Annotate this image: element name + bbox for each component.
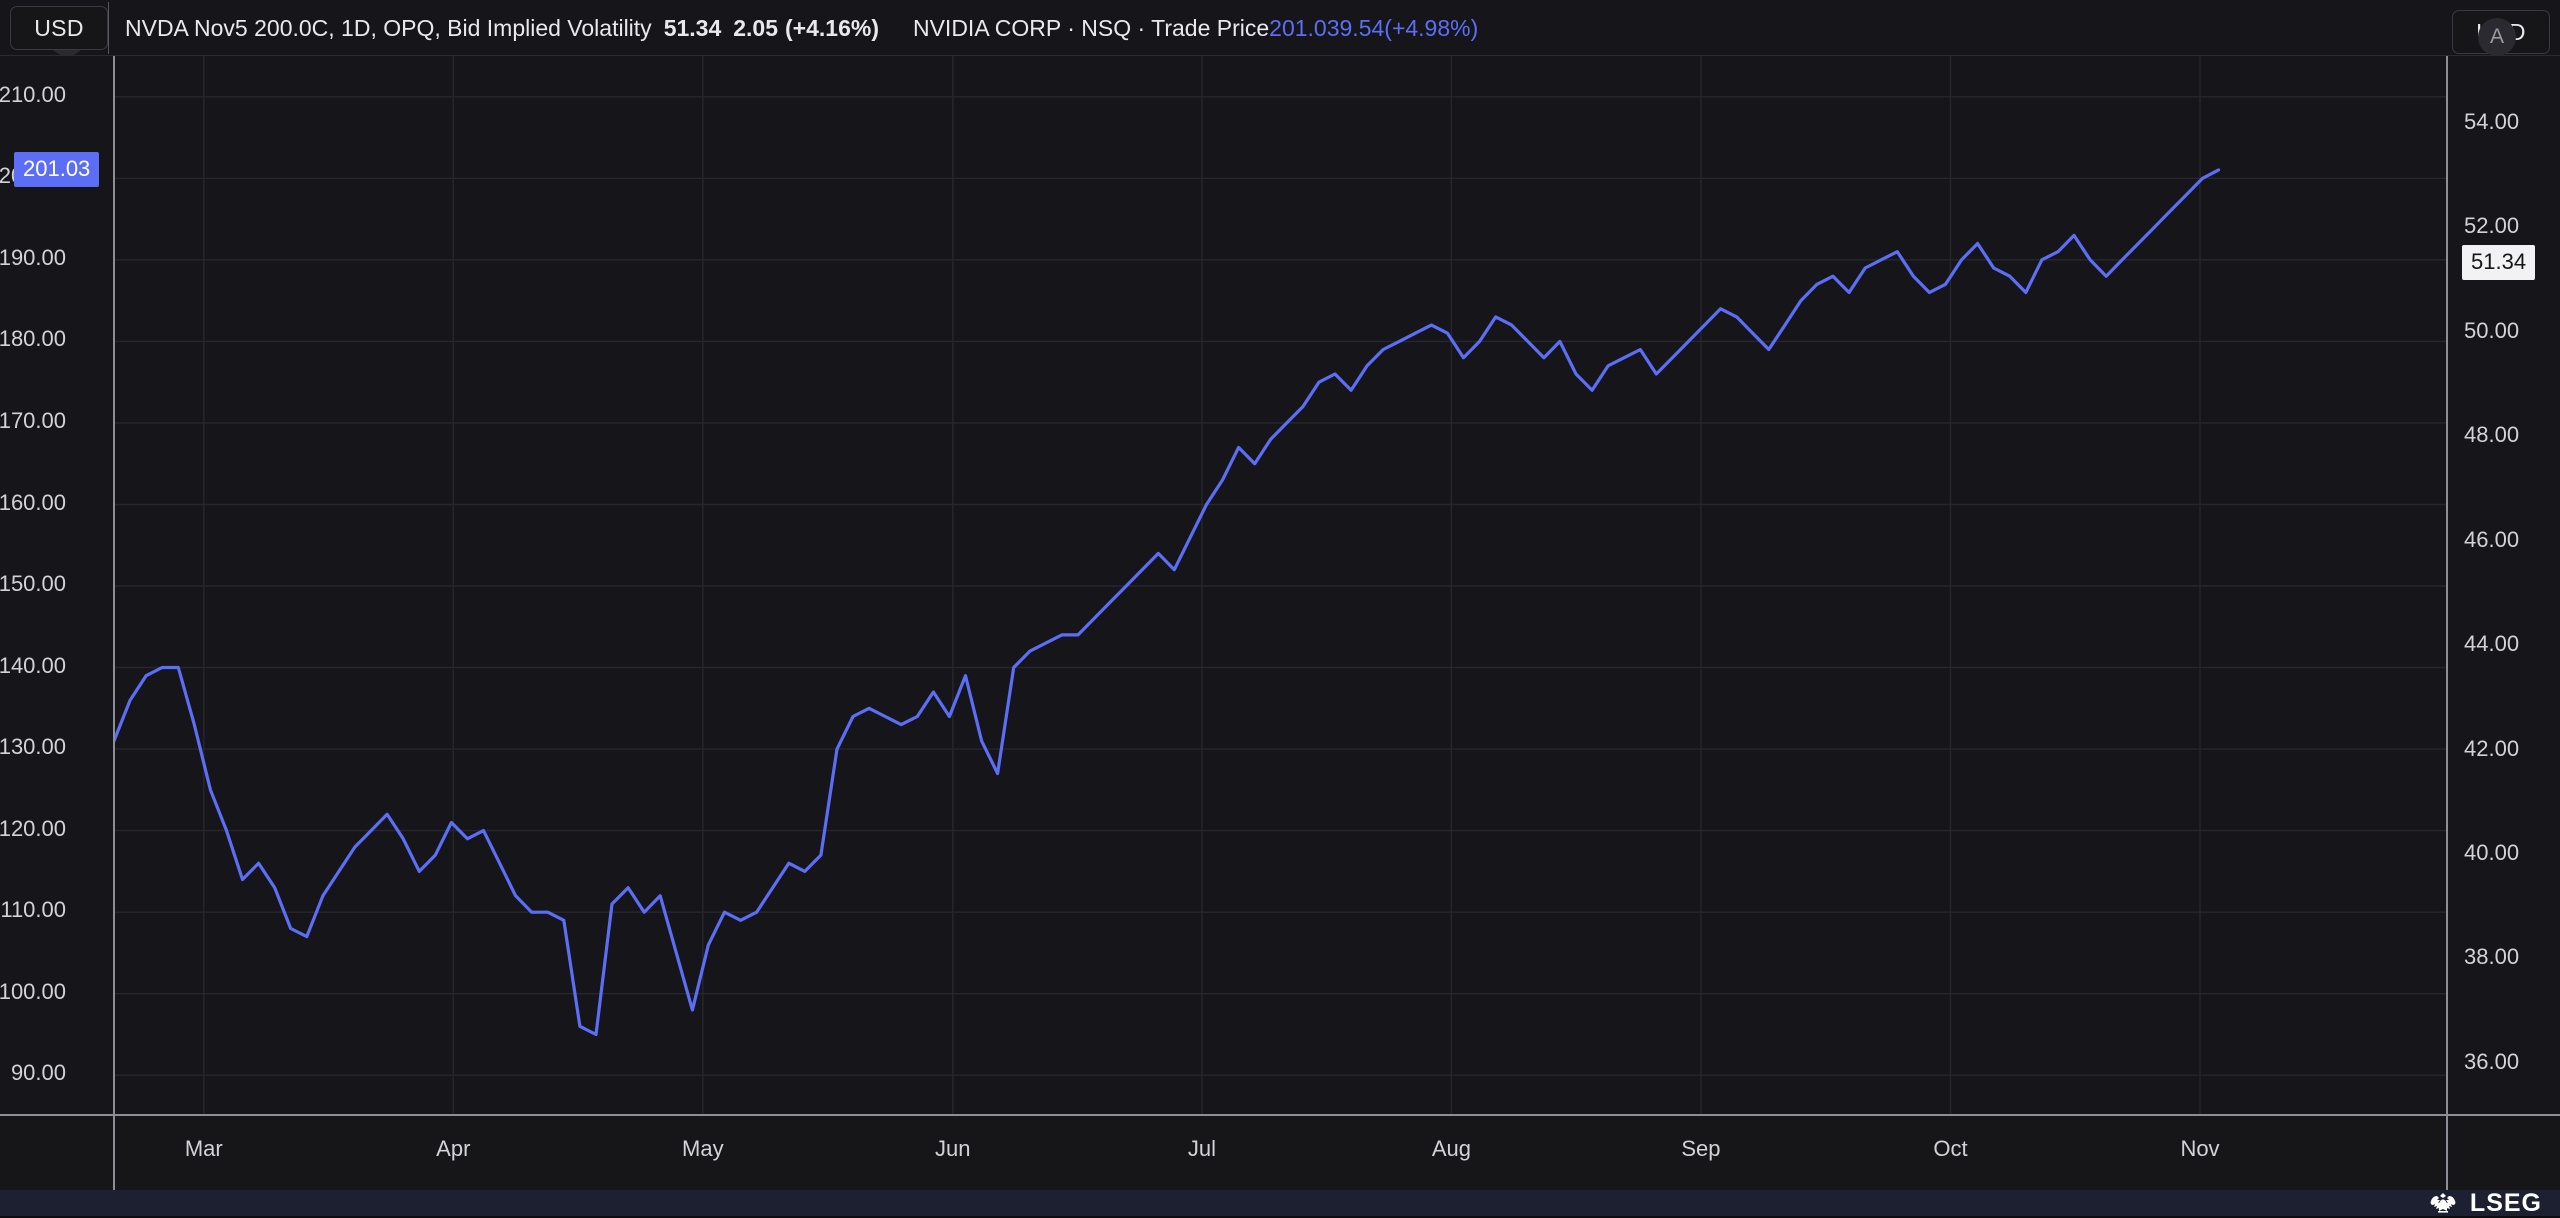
header-divider [108, 2, 109, 54]
underlying-header[interactable]: NVIDIA CORP · NSQ · Trade Price 201.03 9… [913, 15, 1478, 42]
plot-right-border [2446, 56, 2448, 1116]
left-axis-tick: 120.00 [0, 815, 66, 841]
left-currency-badge[interactable]: USD [10, 6, 108, 50]
time-axis-label: Oct [1933, 1136, 1968, 1161]
lseg-logo: LSEG [2426, 1189, 2542, 1218]
underlying-change: 9.54 [1339, 14, 1385, 41]
chart-header: USD NVDA Nov5 200.0C, 1D, OPQ, Bid Impli… [0, 2, 2560, 54]
time-axis-label: Apr [436, 1136, 471, 1161]
instrument-change: 2.05 [733, 14, 779, 41]
left-axis-tick: 210.00 [0, 81, 66, 107]
left-axis-tick: 190.00 [0, 244, 66, 270]
instrument-header[interactable]: NVDA Nov5 200.0C, 1D, OPQ, Bid Implied V… [125, 15, 879, 42]
instrument-change-percent: (+4.16%) [785, 14, 879, 41]
underlying-change-percent: (+4.98%) [1384, 14, 1479, 41]
plot-left-border [113, 56, 115, 1116]
right-axis-tick: 52.00 [2464, 213, 2520, 239]
time-axis-left-border [113, 1116, 115, 1190]
left-axis-tick: 180.00 [0, 326, 66, 352]
underlying-last-price: 201.03 [1269, 14, 1340, 41]
right-axis-tick: 40.00 [2464, 839, 2520, 865]
time-axis-label: Mar [184, 1136, 223, 1161]
plot-bottom-border [0, 1114, 2560, 1116]
right-current-value-badge: 51.34 [2462, 244, 2536, 280]
right-axis-tick: 44.00 [2464, 631, 2520, 656]
lseg-wordmark: LSEG [2469, 1188, 2542, 1217]
time-axis-label: May [682, 1136, 724, 1161]
time-axis-label: Aug [1431, 1136, 1471, 1161]
right-axis-tick: 50.00 [2464, 317, 2520, 343]
right-axis-tick: 46.00 [2464, 526, 2520, 552]
left-axis-tick: 130.00 [0, 734, 66, 760]
plot-top-border [0, 55, 2560, 56]
right-axis-tick: 38.00 [2464, 944, 2520, 970]
left-currency-label: USD [34, 14, 84, 41]
chart-frame [0, 0, 2560, 1190]
underlying-description: NVIDIA CORP · NSQ · Trade Price [912, 14, 1270, 41]
time-axis-label: Jul [1187, 1136, 1216, 1161]
time-axis-label: Jun [935, 1136, 971, 1161]
plot-area[interactable] [114, 56, 2446, 1116]
left-axis-tick: 150.00 [0, 571, 66, 596]
time-axis-label: Nov [2180, 1136, 2220, 1161]
right-axis-tick: 54.00 [2464, 108, 2520, 134]
left-axis-tick: 100.00 [0, 978, 66, 1004]
left-axis-tick: 160.00 [0, 489, 66, 515]
lseg-crest-icon [2430, 1193, 2456, 1213]
right-volatility-axis[interactable]: 54.00 52.00 50.00 48.00 46.00 44.00 42.00 40.00… [2448, 56, 2560, 1116]
left-current-price-badge: 201.03 [14, 151, 100, 187]
time-axis-label: Sep [1681, 1136, 1721, 1161]
footer-bar: LSEG [0, 1189, 2560, 1218]
instrument-last-price: 51.34 [663, 14, 722, 41]
time-axis[interactable]: Mar Apr May Jun Jul Aug Sep Oct Nov [0, 1116, 2560, 1190]
time-axis-right-border [2446, 1116, 2448, 1190]
series-lines [114, 168, 2221, 1037]
left-axis-tick: 170.00 [0, 407, 66, 433]
right-axis-tick: 48.00 [2464, 422, 2520, 448]
left-axis-tick: 110.00 [0, 897, 66, 923]
left-axis-tick: 140.00 [0, 652, 66, 678]
auto-scale-button[interactable]: A [2478, 18, 2516, 56]
left-price-axis[interactable]: 210.00200.00190.00180.00170.00160.00150.… [0, 56, 112, 1116]
right-axis-tick: 42.00 [2464, 735, 2520, 761]
left-axis-tick: 90.00 [10, 1060, 66, 1086]
instrument-description: NVDA Nov5 200.0C, 1D, OPQ, Bid Implied V… [125, 14, 652, 41]
grid-lines [114, 56, 2446, 1116]
right-axis-tick: 36.00 [2464, 1048, 2520, 1074]
